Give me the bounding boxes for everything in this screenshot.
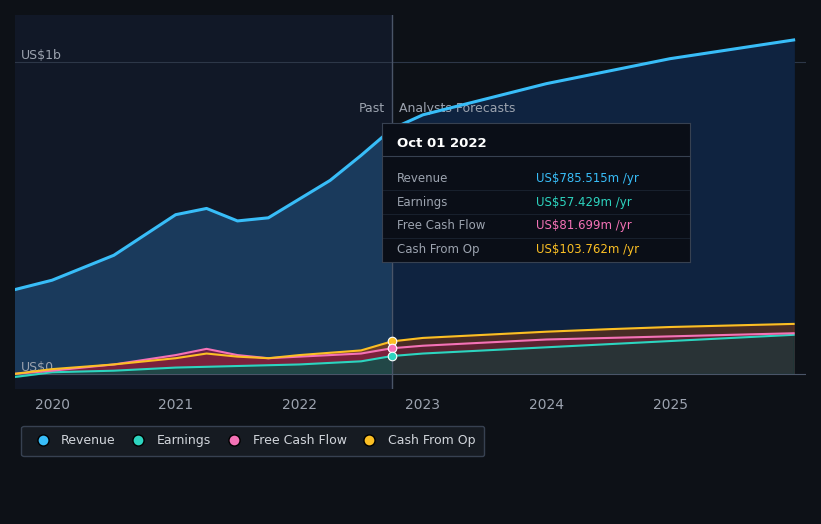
Text: Revenue: Revenue — [397, 172, 448, 185]
Text: US$57.429m /yr: US$57.429m /yr — [536, 196, 631, 209]
Bar — [15, 15, 392, 389]
Text: US$103.762m /yr: US$103.762m /yr — [536, 243, 639, 256]
Point — [385, 352, 398, 360]
Text: Analysts Forecasts: Analysts Forecasts — [399, 102, 516, 115]
Text: US$785.515m /yr: US$785.515m /yr — [536, 172, 639, 185]
Text: Oct 01 2022: Oct 01 2022 — [397, 137, 487, 150]
Text: Cash From Op: Cash From Op — [397, 243, 479, 256]
Text: Free Cash Flow: Free Cash Flow — [397, 220, 485, 233]
Text: Earnings: Earnings — [397, 196, 448, 209]
Text: US$0: US$0 — [21, 361, 54, 374]
Text: Past: Past — [359, 102, 384, 115]
Point — [385, 125, 398, 133]
Text: US$81.699m /yr: US$81.699m /yr — [536, 220, 631, 233]
Point — [385, 344, 398, 353]
Point — [385, 337, 398, 345]
Text: US$1b: US$1b — [21, 49, 62, 62]
Legend: Revenue, Earnings, Free Cash Flow, Cash From Op: Revenue, Earnings, Free Cash Flow, Cash … — [21, 425, 484, 456]
